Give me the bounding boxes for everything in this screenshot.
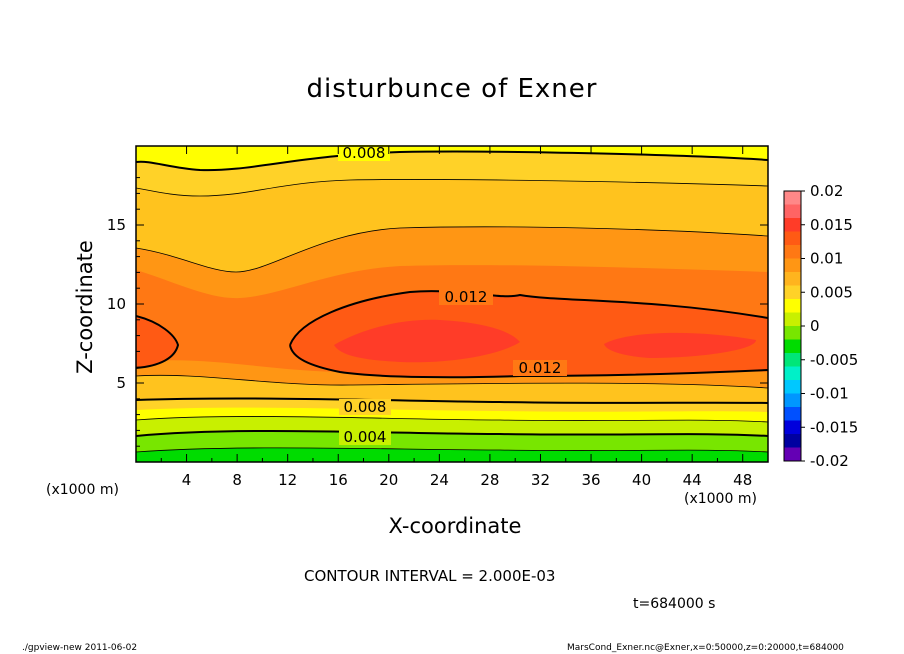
chart-title: disturbunce of Exner <box>306 74 598 104</box>
colorbar-swatch <box>784 299 801 313</box>
colorbar-swatch <box>784 272 801 286</box>
colorbar-label: 0 <box>810 317 820 335</box>
x-tick-label: 12 <box>278 471 297 489</box>
band-neg <box>136 447 768 462</box>
colorbar-label: 0.005 <box>810 283 853 301</box>
contour-0.010-upper <box>136 226 768 273</box>
y-tick-label: 5 <box>116 374 126 392</box>
clabel-bg <box>439 289 493 305</box>
colorbar-swatch <box>784 204 801 219</box>
colorbar-swatch <box>784 393 801 408</box>
colorbar-label: 0.02 <box>810 182 843 200</box>
contour-0.012-left <box>136 315 180 369</box>
contour-0.002 <box>136 447 768 453</box>
colorbar-label: -0.015 <box>810 418 858 436</box>
clabel-bg <box>338 145 390 161</box>
x-tick-label: 8 <box>232 471 242 489</box>
colorbar-swatch <box>784 245 801 259</box>
colorbar-swatch <box>784 218 801 232</box>
clabel-bg <box>339 399 391 415</box>
x-tick-label: 36 <box>581 471 600 489</box>
band-top2 <box>136 151 768 196</box>
band-0.013 <box>334 319 520 363</box>
contour-label: 0.008 <box>343 144 386 162</box>
footer-right: MarsCond_Exner.nc@Exner,x=0:50000,z=0:20… <box>567 643 844 653</box>
colorbar-label: -0.01 <box>810 385 849 403</box>
x-tick-label: 4 <box>182 471 192 489</box>
contour-interval-text: CONTOUR INTERVAL = 2.000E-03 <box>304 567 556 585</box>
colorbar-swatch <box>784 434 801 448</box>
contour-0.008-low <box>136 397 768 404</box>
colorbar-swatch <box>784 366 801 381</box>
colorbar-swatch <box>784 339 801 354</box>
x-tick-label: 44 <box>683 471 702 489</box>
y-axis-label: Z-coordinate <box>73 240 97 374</box>
contour-label: 0.012 <box>519 359 562 377</box>
colorbar-swatch <box>784 380 801 394</box>
colorbar-swatch <box>784 285 801 300</box>
band-top <box>136 146 768 171</box>
contour-label: 0.008 <box>344 398 387 416</box>
x-axis-label: X-coordinate <box>388 514 522 538</box>
x-tick-label: 32 <box>531 471 550 489</box>
colorbar-label: 0.01 <box>810 250 843 268</box>
band-0.012 <box>136 316 178 368</box>
x-unit-left: (x1000 m) <box>46 482 119 498</box>
clabel-bg <box>339 429 391 445</box>
colorbar-label: 0.015 <box>810 216 853 234</box>
colorbar-swatch <box>784 326 801 340</box>
contour-0.012-main <box>289 290 768 379</box>
colorbar-swatch <box>784 191 801 205</box>
colorbar-swatch <box>784 353 801 367</box>
contour-0.010-lower <box>136 374 768 389</box>
x-unit-right: (x1000 m) <box>684 491 757 507</box>
time-stamp: t=684000 s <box>633 596 716 612</box>
contour-top-thin <box>136 179 768 197</box>
y-tick-label: 10 <box>107 295 126 313</box>
contour-label: 0.012 <box>445 288 488 306</box>
x-tick-label: 24 <box>430 471 449 489</box>
colorbar-swatch <box>784 258 801 273</box>
clabel-bg <box>513 360 567 376</box>
contour-0.004 <box>136 429 768 437</box>
footer-left: ./gpview-new 2011-06-02 <box>22 643 138 653</box>
contour-0.006 <box>136 416 768 423</box>
y-tick-label: 15 <box>107 216 126 234</box>
x-tick-label: 48 <box>733 471 752 489</box>
x-tick-label: 28 <box>480 471 499 489</box>
contour-label: 0.004 <box>344 428 387 446</box>
colorbar-swatch <box>784 420 801 435</box>
colorbar-label: -0.005 <box>810 351 858 369</box>
x-tick-label: 40 <box>632 471 651 489</box>
colorbar-swatch <box>784 231 801 246</box>
colorbar-swatch <box>784 312 801 327</box>
colorbar-swatch <box>784 447 801 462</box>
colorbar-swatch <box>784 407 801 421</box>
x-tick-label: 20 <box>379 471 398 489</box>
x-tick-label: 16 <box>329 471 348 489</box>
colorbar-label: -0.02 <box>810 452 849 470</box>
band-0.013b <box>604 332 756 358</box>
